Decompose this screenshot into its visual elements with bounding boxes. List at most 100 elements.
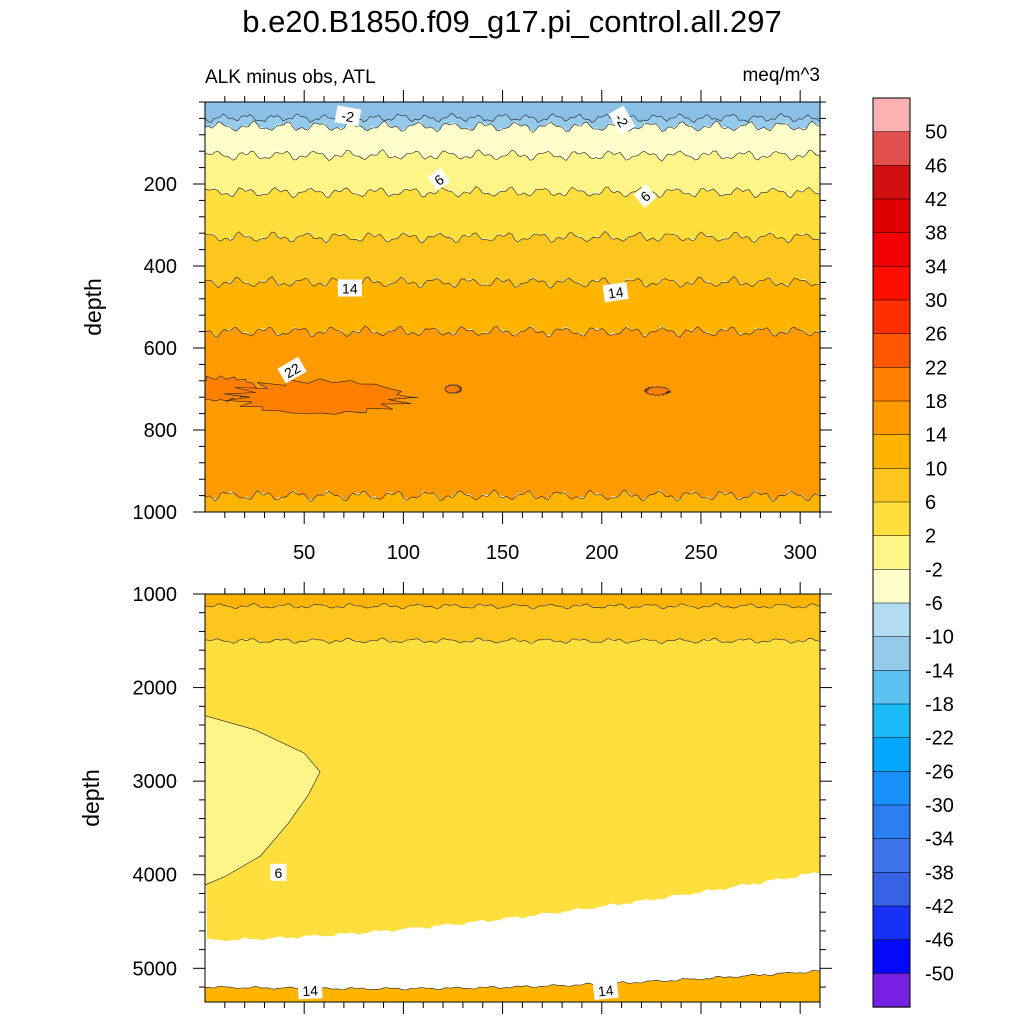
contour-line (205, 230, 820, 244)
colorbar-label: 26 (925, 324, 947, 346)
contour-label: 14 (602, 282, 629, 303)
svg-text:14: 14 (607, 284, 625, 302)
y-tick-label: 1000 (133, 502, 178, 524)
svg-text:6: 6 (275, 865, 283, 881)
contour-fill: 6 14 14 (205, 594, 820, 1002)
colorbar: 50 46 42 38 34 30 26 22 18 14 10 6 2 -2 -6 -10 -14 -18 -22… (872, 97, 954, 1008)
plot-frame (204, 101, 821, 513)
colorbar-label: 18 (925, 391, 947, 413)
colorbar-label: -38 (925, 862, 954, 884)
colorbar-label: -6 (925, 593, 943, 615)
colorbar-swatch (872, 905, 911, 941)
contour-label: -2 (608, 105, 636, 135)
colorbar-swatch (872, 232, 911, 267)
contour-band (643, 385, 672, 396)
y-tick-label: 600 (144, 338, 177, 360)
contour-label: 6 (270, 863, 287, 881)
colorbar-label: 50 (925, 122, 947, 144)
y-tick-label: 3000 (133, 771, 178, 793)
svg-text:14: 14 (302, 982, 319, 999)
colorbar-swatch (872, 703, 911, 739)
contour-line (205, 120, 820, 133)
colorbar-label: 46 (925, 155, 947, 177)
colorbar-swatch (872, 97, 911, 133)
colorbar-label: 6 (925, 492, 936, 514)
colorbar-swatch (872, 333, 911, 368)
colorbar-label: 22 (925, 357, 947, 379)
svg-text:22: 22 (282, 360, 304, 382)
colorbar-swatch (872, 131, 911, 166)
y-tick-label: 800 (144, 420, 177, 442)
y-axis-label: depth (78, 769, 104, 827)
colorbar-swatch (872, 569, 911, 604)
contour-line (205, 325, 820, 338)
colorbar-label: -22 (925, 728, 954, 750)
units-label: meq/m^3 (742, 65, 820, 86)
y-tick-label: 5000 (133, 958, 178, 980)
colorbar-swatch (872, 434, 911, 469)
colorbar-frame (872, 97, 911, 1008)
contour-band (444, 383, 463, 395)
plot-frame (204, 593, 821, 1003)
colorbar-swatch (872, 535, 911, 570)
contour-line (205, 489, 820, 502)
contour-label: 6 (427, 167, 451, 192)
y-tick-label: 1000 (133, 584, 178, 606)
colorbar-swatch (872, 501, 911, 537)
colorbar-label: -34 (925, 829, 954, 851)
contour-line (205, 276, 820, 289)
contour-label: 6 (633, 184, 657, 208)
contour-band (205, 594, 820, 610)
svg-text:14: 14 (597, 982, 614, 1000)
y-axis-label: depth (80, 278, 106, 336)
colorbar-swatch (872, 367, 911, 402)
contour-label: 22 (277, 356, 307, 384)
contour-band (205, 325, 820, 502)
colorbar-swatch (872, 266, 911, 301)
colorbar-label: -50 (925, 963, 954, 985)
contour-label: -2 (334, 105, 362, 127)
contour-band (205, 603, 820, 644)
colorbar-label: 38 (925, 223, 947, 245)
lower-depth-panel: 6 14 14 1000 2000 3000 4000 5000 depth (78, 582, 832, 1014)
contour-fill: -2 -2 6 6 14 14 22 (205, 102, 820, 512)
x-tick-label: 150 (486, 542, 519, 564)
contour-band (205, 149, 820, 199)
colorbar-label: -2 (925, 559, 943, 581)
x-tick-label: 100 (387, 542, 420, 564)
svg-text:-2: -2 (340, 107, 355, 125)
colorbar-swatch (872, 872, 911, 907)
y-tick-label: 4000 (133, 865, 178, 887)
x-tick-label: 50 (293, 542, 315, 564)
colorbar-swatch (872, 737, 911, 772)
contour-band (205, 638, 820, 942)
colorbar-swatch (872, 771, 911, 806)
contour-line (205, 149, 820, 162)
contour-band (205, 120, 820, 161)
chart-title: b.e20.B1850.f09_g17.pi_control.all.297 (242, 4, 782, 39)
contour-label: 14 (297, 981, 323, 1000)
colorbar-swatch (872, 804, 911, 840)
upper-depth-panel: -2 -2 6 6 14 14 22 50 100 150 200 250 300 200 400 600 80… (80, 90, 832, 564)
left-subtitle: ALK minus obs, ATL (205, 67, 376, 88)
colorbar-swatch (872, 468, 911, 503)
x-tick-label: 200 (585, 542, 618, 564)
contour-line (205, 602, 820, 610)
contour-label: 14 (592, 980, 619, 1000)
x-tick-label: 300 (783, 542, 816, 564)
colorbar-swatch (872, 939, 911, 974)
colorbar-label: 10 (925, 458, 947, 480)
colorbar-label: -14 (925, 660, 954, 682)
contour-band (205, 970, 820, 1002)
contour-band (205, 231, 820, 288)
y-tick-label: 200 (144, 174, 177, 196)
colorbar-swatch (872, 973, 911, 1008)
colorbar-swatch (872, 838, 911, 873)
contour-band (223, 378, 419, 415)
colorbar-swatch (872, 602, 911, 638)
colorbar-label: 14 (925, 425, 947, 447)
colorbar-swatch (872, 400, 911, 436)
colorbar-label: 2 (925, 526, 936, 548)
colorbar-label: 42 (925, 189, 947, 211)
